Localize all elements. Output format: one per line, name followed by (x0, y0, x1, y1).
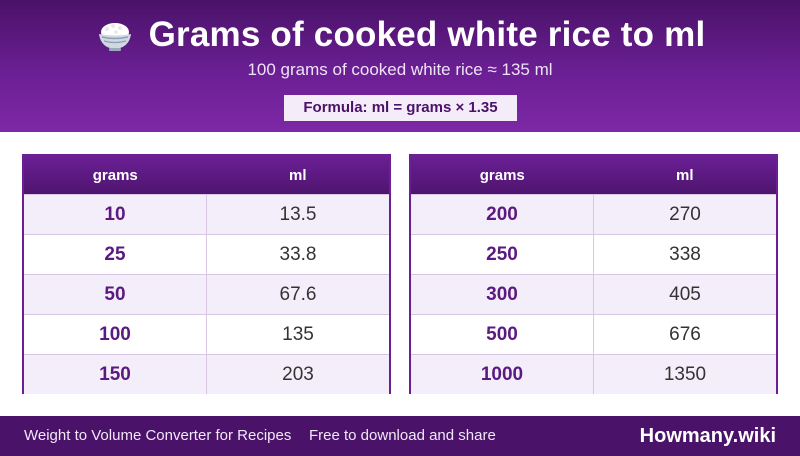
table-body: 200 270 250 338 300 405 500 676 1000 135… (411, 194, 776, 394)
ml-cell: 203 (282, 363, 314, 385)
footer-bar: Weight to Volume Converter for Recipes F… (0, 416, 800, 456)
footer-share-note: Free to download and share (309, 427, 496, 444)
rice-bowl-icon (98, 23, 131, 51)
ml-cell: 33.8 (279, 243, 317, 265)
grams-cell: 1000 (411, 355, 594, 394)
column-header-ml: ml (288, 166, 307, 184)
ml-cell: 338 (669, 243, 701, 265)
conversion-table-left: grams ml 10 13.5 25 33.8 50 67.6 100 135… (22, 154, 391, 394)
table-body: 10 13.5 25 33.8 50 67.6 100 135 150 203 (24, 194, 389, 394)
table-row: 150 203 (24, 354, 389, 394)
grams-cell: 150 (24, 355, 207, 394)
footer-tagline: Weight to Volume Converter for Recipes (24, 427, 292, 444)
grams-cell: 200 (411, 195, 594, 234)
grams-cell: 50 (24, 275, 207, 314)
column-header-ml: ml (675, 166, 694, 184)
grams-cell: 300 (411, 275, 594, 314)
ml-cell: 67.6 (279, 283, 317, 305)
grams-cell: 100 (24, 315, 207, 354)
ml-cell: 676 (669, 323, 701, 345)
grams-cell: 10 (24, 195, 207, 234)
table-row: 10 13.5 (24, 194, 389, 234)
column-header-grams: grams (479, 166, 525, 184)
subtitle: 100 grams of cooked white rice ≈ 135 ml (247, 60, 553, 79)
table-row: 250 338 (411, 234, 776, 274)
table-row: 300 405 (411, 274, 776, 314)
ml-cell: 135 (282, 323, 314, 345)
table-header: grams ml (24, 156, 389, 194)
page-title: Grams of cooked white rice to ml (148, 15, 706, 54)
table-row: 50 67.6 (24, 274, 389, 314)
ml-cell: 405 (669, 283, 701, 305)
grams-cell: 250 (411, 235, 594, 274)
grams-cell: 25 (24, 235, 207, 274)
ml-cell: 13.5 (279, 203, 317, 225)
table-row: 500 676 (411, 314, 776, 354)
table-row: 25 33.8 (24, 234, 389, 274)
table-row: 1000 1350 (411, 354, 776, 394)
column-header-grams: grams (92, 166, 138, 184)
grams-cell: 500 (411, 315, 594, 354)
title-row: Grams of cooked white rice to ml (0, 12, 800, 58)
brand-logo[interactable]: Howmany.wiki (639, 425, 776, 447)
ml-cell: 1350 (663, 363, 707, 385)
conversion-table-right: grams ml 200 270 250 338 300 405 500 676… (409, 154, 778, 394)
table-row: 100 135 (24, 314, 389, 354)
ml-cell: 270 (669, 203, 701, 225)
formula-badge: Formula: ml = grams × 1.35 (284, 95, 517, 121)
header-banner: Grams of cooked white rice to ml 100 gra… (0, 0, 800, 132)
table-header: grams ml (411, 156, 776, 194)
table-row: 200 270 (411, 194, 776, 234)
